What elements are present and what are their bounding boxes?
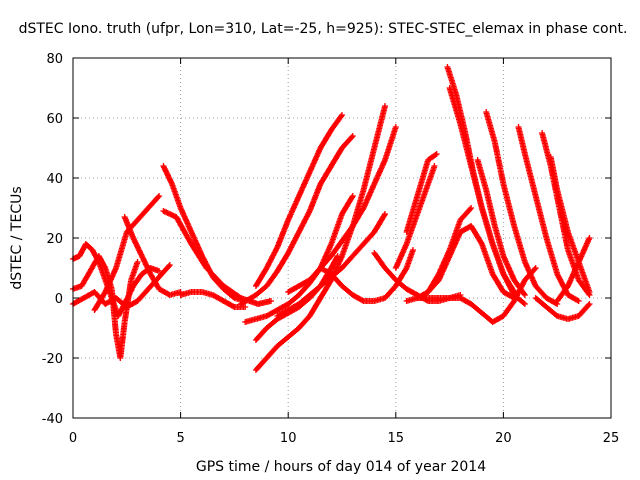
x-tick-label: 10	[280, 431, 297, 446]
x-tick-label: 25	[603, 431, 620, 446]
series-markers	[532, 295, 593, 322]
series-markers	[554, 235, 593, 304]
axis-ticks: 0 5 10 15 20 25 -40 -20 0 20 40 60 80	[42, 52, 620, 446]
y-tick-label: -40	[42, 412, 63, 427]
series-arc12	[237, 133, 356, 307]
y-tick-label: 0	[55, 292, 63, 307]
series-arc15	[285, 124, 399, 295]
series-arc24	[414, 265, 539, 325]
y-tick-label: 60	[46, 112, 63, 127]
x-axis-label: GPS time / hours of day 014 of year 2014	[196, 459, 486, 475]
y-tick-label: 20	[46, 232, 63, 247]
x-tick-label: 0	[69, 431, 77, 446]
y-axis-label: dSTEC / TECUs	[9, 186, 25, 289]
series-arc22	[446, 85, 518, 295]
series-markers	[425, 223, 518, 301]
series-markers	[121, 214, 184, 298]
series-arc7	[160, 208, 274, 307]
series-arc30	[532, 295, 593, 322]
series-arc26	[474, 157, 528, 298]
y-tick-label: 40	[46, 172, 63, 187]
series-arc18	[392, 163, 438, 271]
x-tick-label: 15	[388, 431, 405, 446]
series-markers	[160, 208, 274, 307]
chart-title: dSTEC Iono. truth (ufpr, Lon=310, Lat=-2…	[19, 21, 628, 37]
series-markers	[285, 124, 399, 295]
series-markers	[237, 133, 356, 307]
series-markers	[483, 109, 561, 307]
series-markers	[446, 85, 518, 295]
series-arc23	[425, 223, 518, 301]
series-arc31	[554, 235, 593, 304]
series-markers	[177, 289, 249, 310]
series-markers	[414, 265, 539, 325]
data-series	[70, 64, 593, 373]
series-markers	[317, 247, 416, 304]
series-arc11	[252, 112, 345, 289]
x-tick-label: 20	[495, 431, 512, 446]
series-markers	[252, 112, 345, 289]
series-arc8	[177, 289, 249, 310]
series-arc25	[483, 109, 561, 307]
y-tick-label: -20	[42, 352, 63, 367]
series-markers	[392, 163, 438, 271]
series-markers	[403, 151, 440, 235]
series-markers	[474, 157, 528, 298]
y-tick-label: 80	[46, 52, 63, 67]
series-arc19	[403, 151, 440, 235]
series-arc16	[317, 247, 416, 304]
x-tick-label: 5	[176, 431, 184, 446]
series-markers	[252, 103, 388, 373]
series-arc10	[252, 103, 388, 373]
series-arc5	[121, 214, 184, 298]
